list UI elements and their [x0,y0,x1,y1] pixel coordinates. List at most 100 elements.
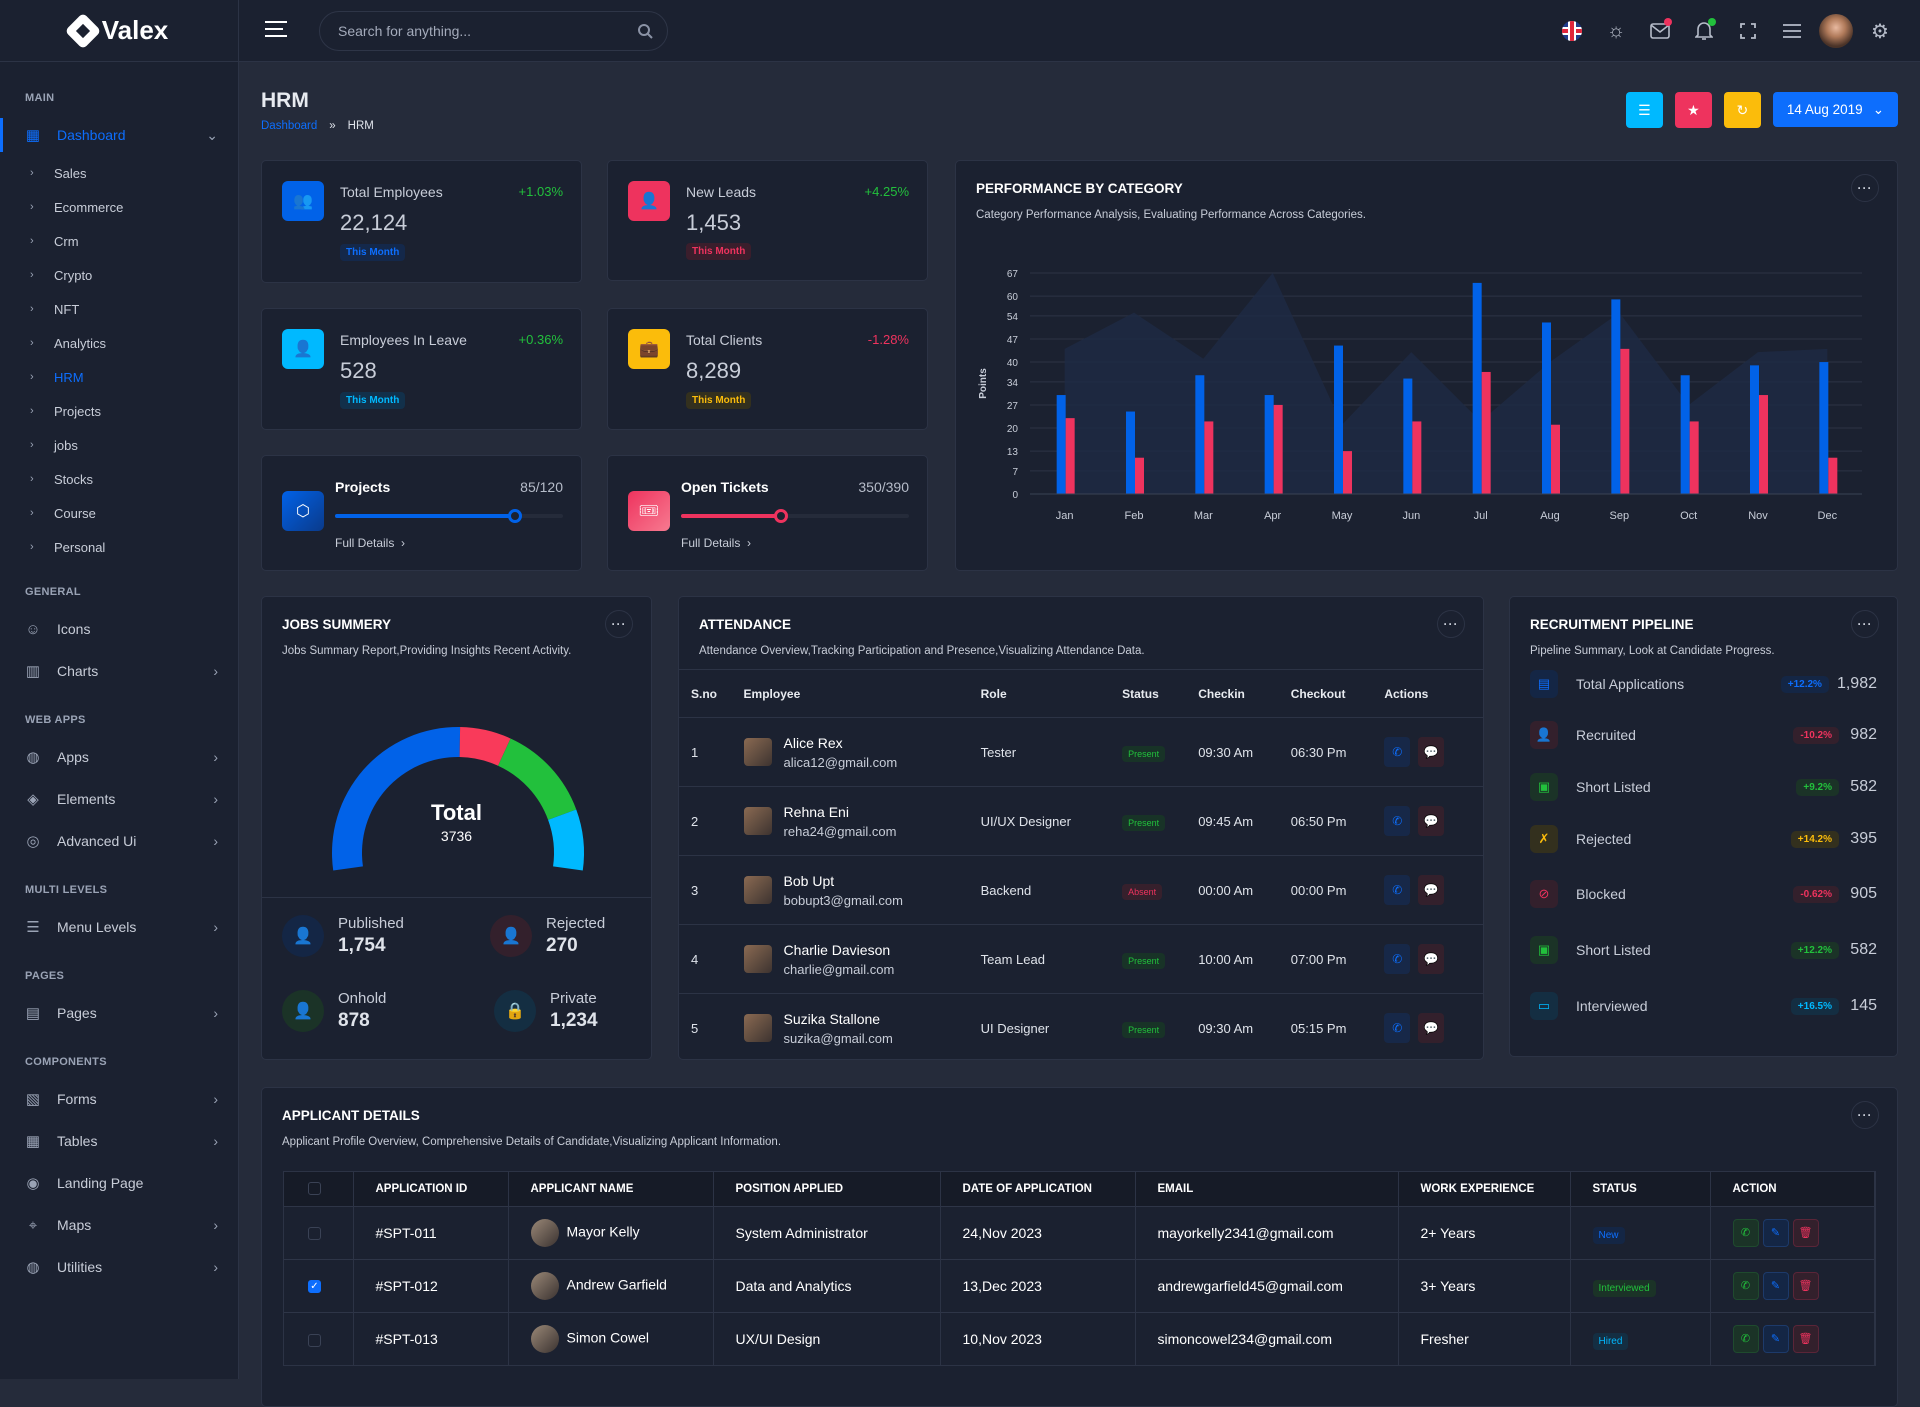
bar-series2-oct [1689,421,1699,494]
sidebar-menu-icon[interactable] [1770,12,1814,50]
message-button[interactable]: 💬 [1418,875,1445,905]
sidebar-subitem-crm[interactable]: › Crm [30,233,79,249]
bar-series2-jun [1412,421,1422,494]
section-main: MAIN [25,92,55,104]
more-options-button[interactable]: ··· [1437,610,1465,638]
chevron-right-icon: › [213,663,218,679]
progress-knob[interactable] [508,509,523,523]
advanced-ui-icon: ◎ [26,833,40,850]
favorite-button[interactable]: ★ [1674,92,1712,128]
delete-button[interactable]: 🗑 [1792,1271,1819,1300]
notification-bell-icon[interactable] [1682,12,1726,50]
edit-button[interactable]: ✎ [1762,1271,1789,1300]
column-header: Checkout [1278,669,1373,718]
more-options-button[interactable]: ··· [1851,174,1879,202]
message-button[interactable]: 💬 [1418,944,1445,974]
more-options-button[interactable]: ··· [605,610,633,638]
sidebar-subitem-jobs[interactable]: › jobs [30,437,78,453]
theme-sun-icon[interactable]: ☼ [1606,19,1626,42]
table-row: ✓ #SPT-012 Andrew Garfield Data and Analyti… [284,1258,1875,1312]
user-avatar[interactable] [1814,12,1858,50]
call-button[interactable]: ✆ [1384,944,1411,974]
sidebar-item-menu-levels[interactable]: ☰ Menu Levels › [0,906,238,948]
sidebar-item-maps[interactable]: ⌖ Maps › [0,1204,238,1246]
call-button[interactable]: ✆ [1732,1271,1759,1300]
settings-gear-icon[interactable]: ⚙ [1871,20,1889,43]
sidebar-item-icons[interactable]: ☺ Icons [25,620,91,638]
message-button[interactable]: 💬 [1418,1013,1445,1043]
sidebar-item-forms[interactable]: ▧ Forms › [25,1091,218,1108]
more-options-button[interactable]: ··· [1851,610,1879,638]
area-series [1064,273,1828,494]
edit-button[interactable]: ✎ [1762,1324,1789,1353]
sidebar-subitem-nft[interactable]: › NFT [30,301,80,317]
breadcrumb-dashboard-link[interactable]: Dashboard [261,120,318,132]
brand-logo[interactable]: Valex [0,0,238,62]
call-button[interactable]: ✆ [1732,1324,1759,1353]
call-button[interactable]: ✆ [1384,875,1411,905]
refresh-button[interactable]: ↻ [1723,92,1761,128]
delete-button[interactable]: 🗑 [1792,1218,1819,1247]
full-details-link[interactable]: Full Details › [681,536,752,550]
message-button[interactable]: 💬 [1418,737,1445,767]
sidebar-subitem-crypto[interactable]: › Crypto [30,267,93,283]
sidebar-item-advanced-ui[interactable]: ◎ Advanced Ui › [0,820,238,862]
sidebar-item-landing-page[interactable]: ◉ Landing Page [0,1162,238,1204]
charts-icon: ▥ [25,663,41,680]
top-header: ☼ ⚙ [239,0,1920,62]
message-button[interactable]: 💬 [1418,806,1445,836]
select-all-checkbox[interactable] [308,1182,321,1196]
progress-knob[interactable] [774,509,789,523]
sidebar-subitem-sales[interactable]: › Sales [30,165,87,181]
sidebar-subitem-course[interactable]: › Course [30,505,96,521]
filter-button[interactable]: ☰ [1625,92,1663,128]
row-checkbox[interactable] [308,1333,321,1347]
user-plus-icon: 👤 [628,181,670,221]
sidebar-subitem-ecommerce[interactable]: › Ecommerce [30,199,124,215]
pipeline-item: ▤ Total Applications +12.2% 1,982 [1530,670,1877,698]
sidebar-subitem-projects[interactable]: › Projects [30,403,101,419]
column-header: STATUS [1570,1172,1711,1206]
sidebar-item-utilities[interactable]: ◍ Utilities › [0,1246,238,1288]
x-tick-label: Aug [1540,510,1560,522]
call-button[interactable]: ✆ [1384,1013,1411,1043]
sidebar-item-tables[interactable]: ▦ Tables › [25,1133,218,1150]
search-bar[interactable] [319,11,668,51]
file-plus-icon: ▣ [1530,773,1558,801]
stat-value: 8,289 [686,358,742,383]
sidebar-subitem-personal[interactable]: › Personal [30,539,106,555]
call-button[interactable]: ✆ [1732,1218,1759,1247]
ticket-icon: 🎟 [628,491,670,531]
x-tick-label: Jun [1402,510,1420,522]
menu-toggle-icon[interactable] [265,21,287,37]
mail-icon[interactable] [1638,12,1682,50]
edit-button[interactable]: ✎ [1762,1218,1789,1247]
status-badge: New [1592,1226,1625,1244]
performance-bar-chart: 0 7 13 20 27 34 40 47 54 60 67 Jan Feb Mar Apr May Jun Ju… [978,269,1862,522]
date-picker-button[interactable]: 14 Aug 2019 ⌄ [1772,92,1898,127]
sidebar-subitem-analytics[interactable]: › Analytics [30,335,107,351]
call-button[interactable]: ✆ [1384,806,1411,836]
sidebar-item-apps[interactable]: ◍ Apps › [0,736,238,778]
pages-icon: ▤ [25,1005,41,1022]
delete-button[interactable]: 🗑 [1792,1324,1819,1353]
row-checkbox[interactable]: ✓ [308,1280,321,1294]
search-input[interactable] [338,23,637,39]
sidebar-item-elements[interactable]: ◈ Elements › [0,778,238,820]
sidebar-subitem-stocks[interactable]: › Stocks [30,471,94,487]
sidebar-item-charts[interactable]: ▥ Charts › [25,663,218,680]
user-plus-icon: 👤 [1530,721,1558,749]
sidebar-item-dashboard[interactable]: ▦ Dashboard ⌄ [0,114,238,156]
more-options-button[interactable]: ··· [1851,1101,1879,1129]
search-icon[interactable] [637,23,653,39]
call-button[interactable]: ✆ [1384,737,1411,767]
row-checkbox[interactable] [308,1227,321,1241]
fullscreen-icon[interactable] [1726,12,1770,50]
stat-private: 🔒 Private 1,234 [494,990,598,1032]
user-check-icon: 👤 [282,915,324,957]
sidebar-item-pages[interactable]: ▤ Pages › [25,1005,218,1022]
x-tick-label: Oct [1680,510,1697,522]
language-flag-icon[interactable] [1550,12,1594,50]
sidebar-subitem-hrm[interactable]: › HRM [30,369,84,385]
full-details-link[interactable]: Full Details › [335,536,406,550]
